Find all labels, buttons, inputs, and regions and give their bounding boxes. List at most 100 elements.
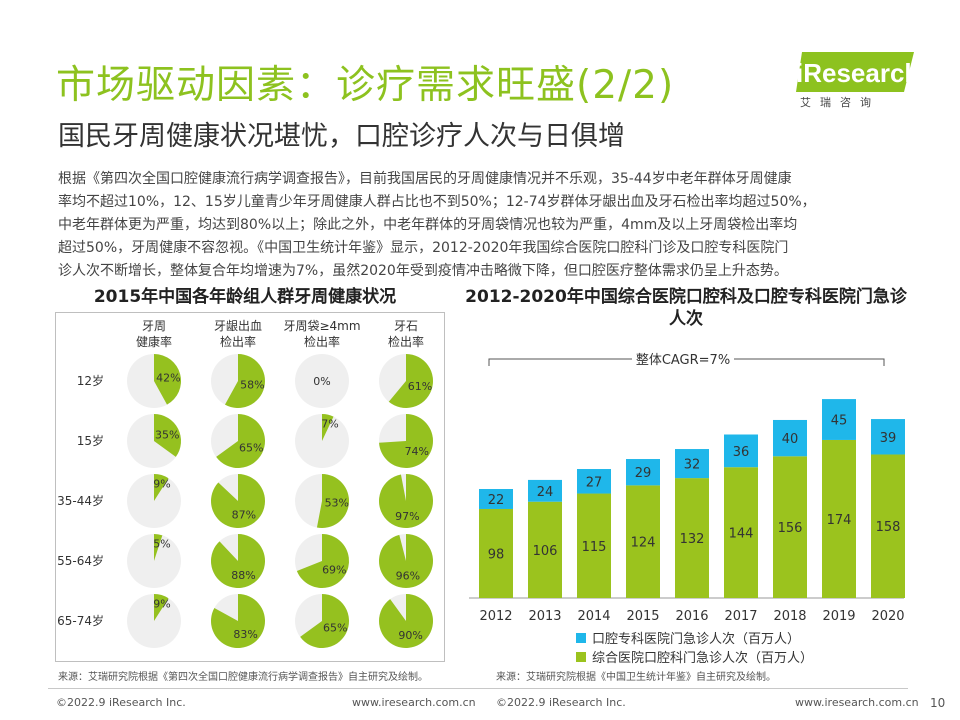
logo-name: iResearch bbox=[796, 58, 921, 88]
body-line: 率均不超过10%，12、15岁儿童青少年牙周健康人群占比也不到50%；12-74… bbox=[58, 194, 816, 210]
legend-item-general: 综合医院口腔科门急诊人次（百万人） bbox=[576, 647, 813, 666]
pie-slice bbox=[154, 594, 169, 621]
pie-slice bbox=[379, 594, 434, 648]
bar-general bbox=[675, 478, 709, 598]
bar-chart-title: 2012-2020年中国综合医院口腔科及口腔专科医院门急诊人次 bbox=[465, 287, 907, 329]
x-tick-label: 2019 bbox=[822, 609, 855, 624]
pie-value-label: 90% bbox=[398, 629, 422, 642]
pie-slice bbox=[379, 474, 434, 528]
bar-specialty bbox=[822, 399, 856, 440]
bar-general-value: 106 bbox=[533, 544, 558, 559]
pie-slice bbox=[211, 474, 266, 528]
stacked-bar-chart: 整体CAGR=7% 98 22 2012 106 24 2013 115 27 2014 124 29… bbox=[469, 353, 905, 624]
pie-column-header: 检出率 bbox=[388, 334, 424, 349]
bar-specialty-value: 27 bbox=[586, 475, 603, 490]
pie-value-label: 65% bbox=[323, 622, 347, 635]
bar-specialty-value: 45 bbox=[831, 414, 848, 429]
pie-grid-panel: 牙周 健康率 牙龈出血 检出率 牙周袋≥4mm 检出率 牙石 检出率 12岁 42% 58% 0% 61… bbox=[55, 312, 445, 662]
pie-column-header: 牙龈出血 bbox=[214, 319, 262, 333]
footer-divider bbox=[48, 688, 908, 689]
pie-slice bbox=[379, 534, 434, 588]
bar-specialty bbox=[479, 489, 513, 509]
pie-row-label: 35-44岁 bbox=[57, 493, 104, 508]
pie-value-label: 5% bbox=[153, 537, 170, 550]
pie-chart-title: 2015年中国各年龄组人群牙周健康状况 bbox=[93, 287, 397, 307]
bar-specialty bbox=[626, 459, 660, 486]
bar-general bbox=[528, 501, 562, 598]
pie-value-label: 42% bbox=[156, 371, 180, 384]
page-subtitle: 国民牙周健康状况堪忧，口腔诊疗人次与日俱增 bbox=[58, 121, 625, 152]
footer-url-right: www.iresearch.com.cn bbox=[795, 696, 919, 709]
pie-value-label: 58% bbox=[240, 379, 264, 392]
pie-slice bbox=[216, 414, 266, 468]
bar-general-value: 156 bbox=[778, 521, 803, 536]
legend-swatch-blue bbox=[576, 632, 586, 643]
logo-subtext: 艾瑞咨询 bbox=[800, 96, 880, 109]
body-paragraph: 根据《第四次全国口腔健康流行病学调查报告》，目前我国居民的牙周健康情况并不乐观，… bbox=[58, 168, 903, 283]
cagr-label: 整体CAGR=7% bbox=[636, 353, 730, 368]
pie-value-label: 83% bbox=[233, 628, 257, 641]
pie-slice bbox=[154, 354, 182, 405]
x-tick-label: 2016 bbox=[675, 609, 708, 624]
pie-column-header: 牙石 bbox=[394, 319, 418, 333]
pie-slice bbox=[210, 594, 265, 648]
x-tick-label: 2018 bbox=[773, 609, 806, 624]
source-right: 来源：艾瑞研究院根据《中国卫生统计年鉴》自主研究及绘制。 bbox=[496, 672, 776, 683]
pie-column-header: 健康率 bbox=[136, 334, 172, 349]
bar-general-value: 115 bbox=[582, 540, 607, 555]
body-line: 根据《第四次全国口腔健康流行病学调查报告》，目前我国居民的牙周健康情况并不乐观，… bbox=[58, 171, 792, 187]
bar-specialty bbox=[773, 419, 807, 457]
page-title: 市场驱动因素：诊疗需求旺盛(2/2) bbox=[56, 63, 675, 108]
footer-copyright-right: ©2022.9 iResearch Inc. bbox=[496, 696, 626, 709]
bar-specialty-value: 36 bbox=[733, 445, 750, 460]
pie-slice bbox=[154, 534, 163, 561]
bar-general-value: 98 bbox=[488, 547, 505, 562]
bar-general bbox=[773, 456, 807, 598]
x-tick-label: 2013 bbox=[528, 609, 561, 624]
x-tick-label: 2015 bbox=[626, 609, 659, 624]
legend-label: 综合医院口腔科门急诊人次（百万人） bbox=[592, 651, 814, 666]
bar-specialty-value: 29 bbox=[635, 466, 652, 481]
bar-specialty-value: 32 bbox=[684, 458, 701, 473]
footer-copyright-left: ©2022.9 iResearch Inc. bbox=[56, 696, 186, 709]
bar-specialty bbox=[724, 434, 758, 468]
bar-specialty bbox=[528, 479, 562, 502]
bar-general-value: 124 bbox=[631, 536, 656, 551]
bar-specialty bbox=[675, 449, 709, 479]
bar-general-value: 158 bbox=[876, 520, 901, 535]
bar-general bbox=[479, 508, 513, 598]
pie-slice bbox=[296, 534, 350, 588]
x-tick-label: 2017 bbox=[724, 609, 757, 624]
pie-column-header: 牙周袋≥4mm bbox=[283, 319, 360, 333]
bar-general-value: 132 bbox=[680, 532, 705, 547]
bar-specialty-value: 24 bbox=[537, 485, 554, 500]
pie-value-label: 74% bbox=[405, 445, 429, 458]
pie-value-label: 9% bbox=[153, 477, 170, 490]
pie-value-label: 96% bbox=[396, 570, 420, 583]
bar-specialty bbox=[871, 419, 905, 455]
source-left: 来源：艾瑞研究院根据《第四次全国口腔健康流行病学调查报告》自主研究及绘制。 bbox=[58, 672, 428, 683]
x-tick-label: 2014 bbox=[577, 609, 610, 624]
pie-slice bbox=[388, 354, 434, 408]
pie-value-label: 65% bbox=[239, 442, 263, 455]
pie-row-label: 65-74岁 bbox=[57, 613, 104, 628]
pie-value-label: 87% bbox=[232, 509, 256, 522]
pie-slice bbox=[211, 534, 266, 588]
x-tick-label: 2020 bbox=[871, 609, 904, 624]
pie-row-label: 12岁 bbox=[77, 373, 104, 388]
pie-slice bbox=[322, 414, 334, 441]
iresearch-logo: iResearch 艾瑞咨询 bbox=[796, 52, 920, 112]
bar-specialty-value: 39 bbox=[880, 431, 897, 446]
logo-badge-shape bbox=[796, 52, 914, 92]
bar-general-value: 144 bbox=[729, 527, 754, 542]
bar-specialty bbox=[577, 469, 611, 494]
pie-slice bbox=[224, 354, 265, 408]
pie-value-label: 69% bbox=[322, 563, 346, 576]
pie-value-label: 97% bbox=[395, 510, 419, 523]
bar-general-value: 174 bbox=[827, 513, 852, 528]
pie-value-label: 35% bbox=[155, 428, 179, 441]
pie-slice bbox=[300, 594, 350, 648]
pie-row-label: 55-64岁 bbox=[57, 553, 104, 568]
pie-value-label: 61% bbox=[408, 380, 432, 393]
